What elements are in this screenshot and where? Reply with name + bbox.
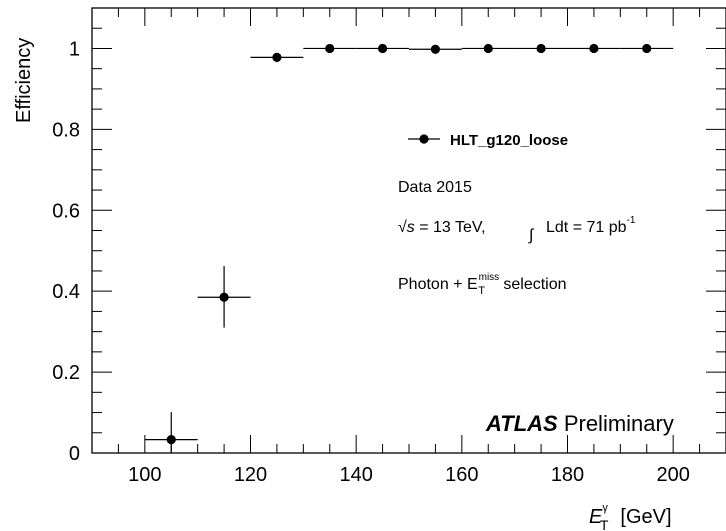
data-marker <box>325 43 335 54</box>
data-point <box>514 43 568 54</box>
sqrt-symbol: √s = 13 TeV, <box>398 219 486 236</box>
y-tick-label: 0.6 <box>52 200 80 222</box>
data-year-label: Data 2015 <box>398 179 472 196</box>
data-marker <box>430 44 441 54</box>
legend-marker <box>419 134 429 144</box>
data-point <box>409 44 462 54</box>
x-axis-title: Eγ T [GeV] <box>589 502 672 531</box>
x-axis-title-sup: γ <box>602 502 608 514</box>
x-axis-title-unit: [GeV] <box>620 506 671 528</box>
data-marker <box>377 43 388 54</box>
x-tick-label: 160 <box>445 464 478 486</box>
legend-entry-hlt-g120-loose: HLT_g120_loose <box>450 132 568 149</box>
data-series <box>144 43 674 453</box>
data-point <box>197 266 251 328</box>
y-tick-label: 0.8 <box>52 119 80 141</box>
y-tick-label: 0 <box>69 443 80 465</box>
data-marker <box>642 43 652 54</box>
data-point <box>461 43 515 54</box>
data-marker <box>483 43 493 54</box>
data-point <box>250 52 304 63</box>
y-tick-label: 0.4 <box>52 281 80 303</box>
x-tick-label: 120 <box>234 464 267 486</box>
integral-symbol: ∫ <box>528 227 535 244</box>
data-marker <box>166 435 176 445</box>
data-marker <box>589 43 599 54</box>
y-tick-label: 1 <box>69 38 80 60</box>
x-tick-label: 200 <box>656 464 689 486</box>
lumi-text: Ldt = 71 pb-1 <box>546 215 636 236</box>
selection-sub: T <box>478 285 485 297</box>
x-axis-title-main: E <box>589 506 603 528</box>
x-tick-label: 100 <box>128 464 161 486</box>
x-axis-title-sub: T <box>600 517 609 531</box>
data-point <box>356 43 409 54</box>
y-tick-label: 0.2 <box>52 362 80 384</box>
atlas-label: ATLAS Preliminary <box>485 411 674 436</box>
selection-sup: miss <box>479 272 500 283</box>
data-point <box>303 43 357 54</box>
data-point <box>620 43 674 54</box>
atlas-word: ATLAS <box>485 411 558 436</box>
data-marker <box>219 292 229 302</box>
s-symbol: s <box>407 219 415 236</box>
lumi-exponent: -1 <box>627 215 636 226</box>
y-axis-ticks: 0 0.2 0.4 0.6 0.8 1 <box>52 7 726 465</box>
preliminary-word: Preliminary <box>558 411 674 436</box>
energy-lumi-label: √s = 13 TeV, ∫ Ldt = 71 pb-1 <box>398 215 636 244</box>
selection-label: Photon + Emiss T selection <box>398 272 567 297</box>
y-axis-title: Efficiency <box>13 38 35 123</box>
selection-suffix: selection <box>499 276 567 293</box>
data-point <box>144 412 198 453</box>
x-axis-ticks: 100 120 140 160 180 200 <box>91 8 726 486</box>
data-point <box>567 43 621 54</box>
data-marker <box>272 52 282 62</box>
x-tick-label: 180 <box>551 464 584 486</box>
legend: HLT_g120_loose <box>408 132 568 149</box>
x-tick-label: 140 <box>339 464 372 486</box>
data-marker <box>536 43 546 54</box>
energy-text: = 13 TeV, <box>415 219 486 236</box>
